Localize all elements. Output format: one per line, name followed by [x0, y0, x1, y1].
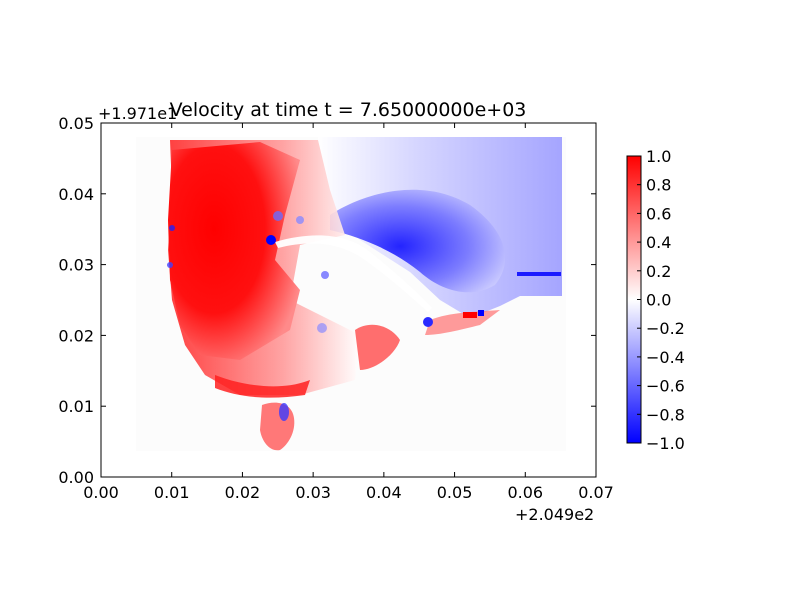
y-tick-label: 0.05	[58, 114, 94, 133]
colorbar: 1.0 0.8 0.6 0.4 0.2 0.0 −0.2 −0.4 −0.6 −0.8 −1.0	[626, 147, 685, 453]
x-tick-label: 0.00	[83, 483, 119, 502]
colorbar-tick-label: −0.2	[646, 319, 685, 338]
colorbar-tick-label: −0.8	[646, 405, 685, 424]
x-tick-label: 0.03	[295, 483, 331, 502]
x-tick-label: 0.07	[578, 483, 614, 502]
x-tick-label: 0.04	[366, 483, 402, 502]
y-offset-label: +1.971e1	[98, 104, 177, 123]
x-axis: 0.00 0.01 0.02 0.03 0.04 0.05 0.06 0.07	[83, 123, 614, 502]
colorbar-tick-label: 0.4	[646, 233, 671, 252]
northeast-channel-region	[330, 189, 506, 293]
colorbar-tick-label: −0.6	[646, 377, 685, 396]
plot-frame	[100, 122, 597, 478]
x-tick-label: 0.01	[154, 483, 190, 502]
colorbar-tick-label: 0.8	[646, 176, 671, 195]
y-tick-label: 0.02	[58, 326, 94, 345]
y-tick-label: 0.01	[58, 397, 94, 416]
x-tick-label: 0.05	[437, 483, 473, 502]
x-tick-label: 0.02	[225, 483, 261, 502]
x-tick-label: 0.06	[507, 483, 543, 502]
west-basin-region	[168, 142, 300, 360]
colorbar-tick-label: −0.4	[646, 348, 685, 367]
colorbar-ticks: 1.0 0.8 0.6 0.4 0.2 0.0 −0.2 −0.4 −0.6 −0.8 −1.0	[637, 147, 685, 453]
y-tick-label: 0.03	[58, 256, 94, 275]
y-tick-label: 0.04	[58, 185, 94, 204]
chart-title: Velocity at time t = 7.65000000e+03	[170, 99, 527, 121]
y-axis: 0.00 0.01 0.02 0.03 0.04 0.05	[58, 114, 596, 487]
x-offset-label: +2.049e2	[515, 505, 594, 524]
heatmap-plot	[101, 123, 596, 477]
colorbar-tick-label: 0.0	[646, 291, 671, 310]
y-tick-label: 0.00	[58, 468, 94, 487]
colorbar-tick-label: 0.6	[646, 204, 671, 223]
colorbar-tick-label: −1.0	[646, 434, 685, 453]
colorbar-tick-label: 0.2	[646, 262, 671, 281]
colorbar-tick-label: 1.0	[646, 147, 671, 166]
